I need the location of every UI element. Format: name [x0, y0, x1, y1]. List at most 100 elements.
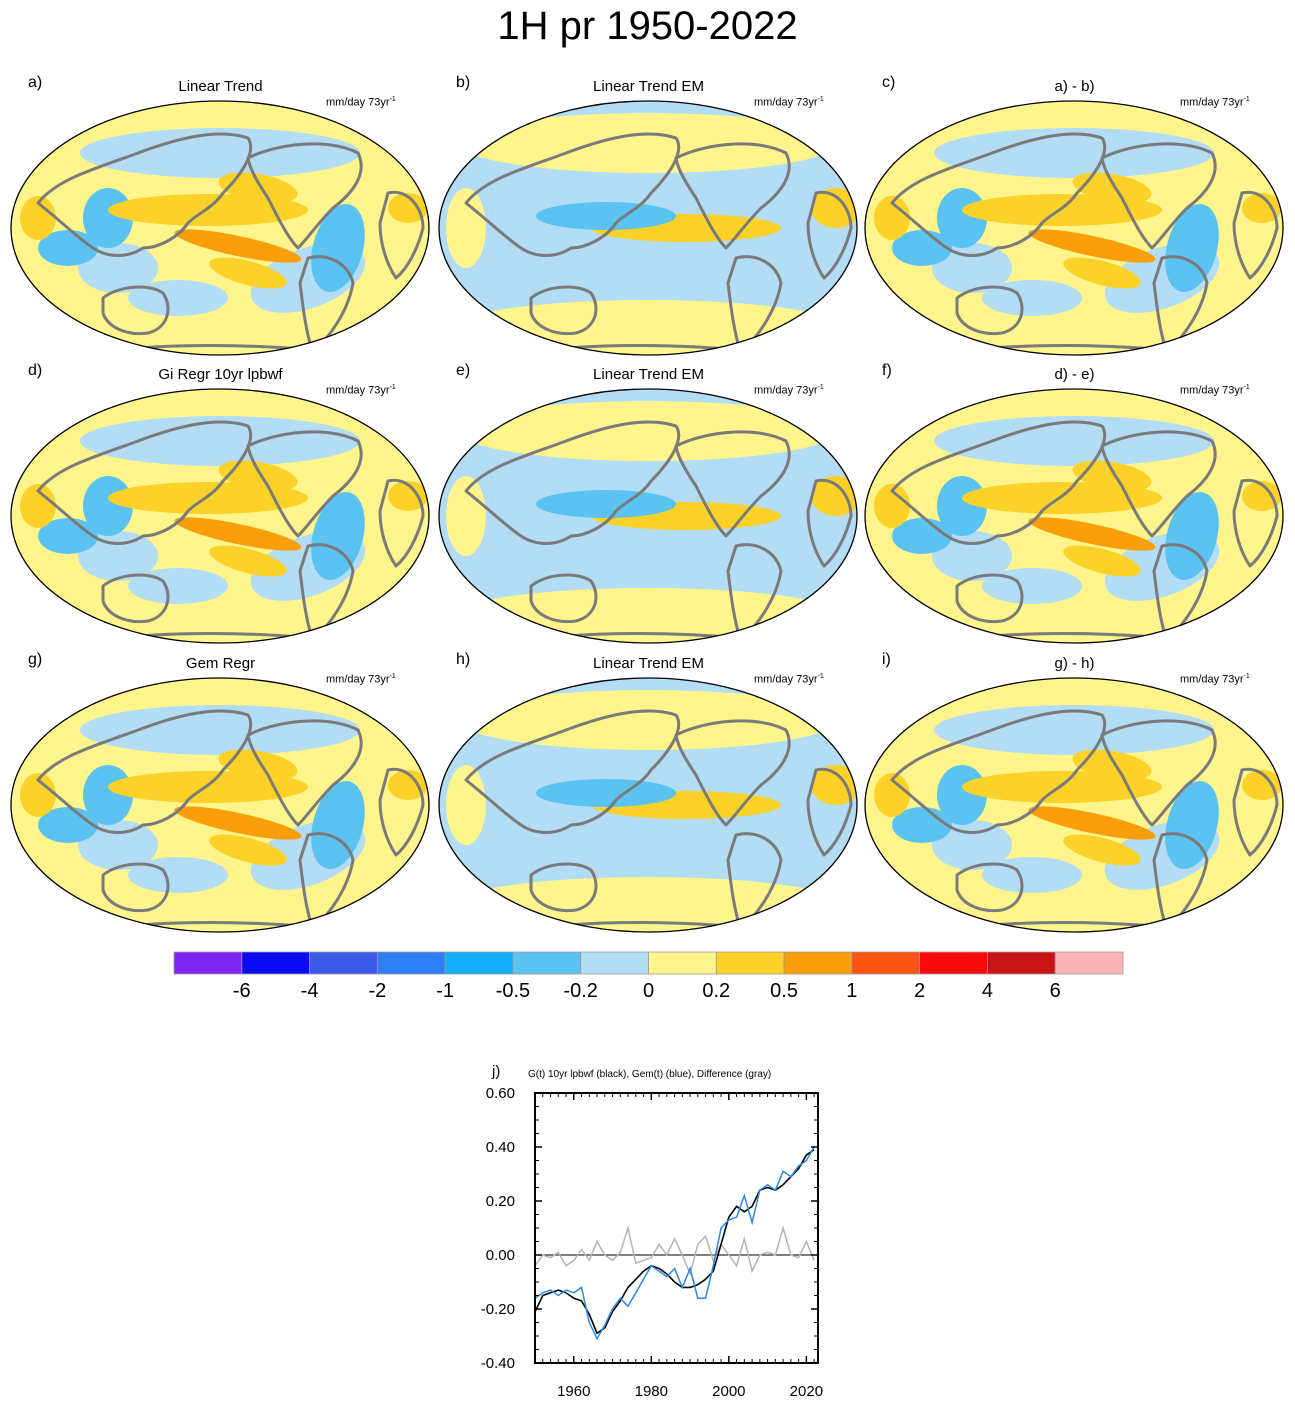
map-plot	[438, 677, 858, 933]
units-text: mm/day 73yr	[1180, 96, 1244, 109]
panel-title: Linear Trend	[178, 78, 263, 95]
panel-title: d) - e)	[1054, 366, 1095, 383]
x-tick-label: 1960	[557, 1383, 590, 1400]
panel-units: mm/day 73yr-1	[1180, 96, 1250, 109]
colorbar-tick-label: 6	[1049, 980, 1061, 1002]
x-tick-label: 2000	[712, 1383, 745, 1400]
panel-units: mm/day 73yr-1	[326, 673, 396, 686]
colorbar-tick-label: -1	[436, 980, 455, 1002]
units-exponent: -1	[389, 673, 396, 680]
timeseries-title: G(t) 10yr lpbwf (black), Gem(t) (blue), …	[528, 1069, 772, 1080]
colorbar-tick-label: 0.2	[702, 980, 731, 1002]
units-text: mm/day 73yr	[326, 673, 390, 686]
map-panel: g) Gem Regr mm/day 73yr-1	[8, 651, 433, 933]
units-text: mm/day 73yr	[1180, 673, 1244, 686]
y-tick-label: 0.20	[486, 1193, 515, 1210]
x-tick-label: 1980	[635, 1383, 668, 1400]
panel-letter: f)	[882, 362, 892, 379]
colorbar-swatch	[1054, 951, 1124, 975]
colorbar-tick-label: 4	[981, 980, 993, 1002]
map-plot	[438, 100, 858, 356]
panel-letter: b)	[456, 74, 471, 91]
map-plot	[10, 677, 430, 933]
colorbar-tick-label: 0	[642, 980, 655, 1002]
colorbar-swatch	[376, 951, 446, 975]
colorbar-swatch	[580, 951, 649, 975]
units-text: mm/day 73yr	[326, 96, 390, 109]
colorbar-tick-label: -0.5	[495, 980, 531, 1002]
map-panel: b) Linear Trend EM mm/day 73yr-1	[436, 74, 861, 356]
map-panel: i) g) - h) mm/day 73yr-1	[862, 651, 1287, 933]
panel-title: Gem Regr	[185, 655, 256, 672]
panel-units: mm/day 73yr-1	[326, 96, 396, 109]
panel-letter: e)	[456, 362, 471, 379]
map-plot	[10, 100, 430, 356]
units-exponent: -1	[1243, 384, 1250, 391]
y-tick-label: -0.40	[481, 1355, 515, 1372]
colorbar-tick-label: 2	[914, 980, 926, 1002]
colorbar-tick-label: -4	[300, 980, 319, 1002]
colorbar-tick-label: 1	[846, 980, 858, 1002]
colorbar-swatch	[241, 951, 310, 975]
figure-title: 1H pr 1950-2022	[497, 4, 798, 48]
panel-title: Linear Trend EM	[593, 366, 704, 383]
map-plot	[864, 388, 1284, 644]
y-tick-label: 0.40	[486, 1139, 515, 1156]
map-plot	[10, 388, 430, 644]
series-line-gray	[534, 1225, 815, 1277]
series-line-blue	[534, 1146, 815, 1341]
map-panel: c) a) - b) mm/day 73yr-1	[862, 74, 1287, 356]
panel-letter: i)	[882, 651, 891, 668]
colorbar-swatch	[173, 951, 243, 975]
panel-units: mm/day 73yr-1	[754, 96, 824, 109]
units-text: mm/day 73yr	[326, 384, 390, 397]
y-tick-label: 0.60	[486, 1085, 515, 1102]
units-exponent: -1	[817, 384, 824, 391]
units-exponent: -1	[817, 96, 824, 103]
panel-units: mm/day 73yr-1	[754, 384, 824, 397]
panel-letter: a)	[28, 74, 43, 91]
panel-letter: d)	[28, 362, 43, 379]
timeseries-chart: -0.40 -0.20 0.00 0.20 0.40 0.60 1960 1980 2000 20…	[481, 1085, 823, 1400]
panel-letter: g)	[28, 651, 43, 668]
colorbar-tick-label: 0.5	[770, 980, 798, 1002]
map-panel: a) Linear Trend mm/day 73yr-1	[8, 74, 433, 356]
y-tick-label: 0.00	[486, 1247, 515, 1264]
panel-title: a) - b)	[1054, 78, 1095, 95]
colorbar-swatch	[512, 951, 582, 975]
units-exponent: -1	[1243, 96, 1250, 103]
units-text: mm/day 73yr	[754, 673, 818, 686]
colorbar	[173, 951, 1124, 975]
series-line-black	[534, 1149, 815, 1335]
map-plot	[864, 100, 1284, 356]
map-plot	[438, 388, 858, 644]
colorbar-tick-label: -0.2	[563, 980, 598, 1002]
x-tick-label: 2020	[790, 1383, 823, 1400]
panel-title: g) - h)	[1054, 655, 1095, 672]
panel-units: mm/day 73yr-1	[1180, 384, 1250, 397]
colorbar-swatch	[851, 951, 921, 975]
units-text: mm/day 73yr	[1180, 384, 1244, 397]
units-exponent: -1	[389, 96, 396, 103]
timeseries-panel-letter: j)	[492, 1063, 501, 1080]
colorbar-swatch	[783, 951, 853, 975]
colorbar-swatch	[309, 951, 378, 975]
units-text: mm/day 73yr	[754, 96, 818, 109]
map-panel: e) Linear Trend EM mm/day 73yr-1	[436, 362, 861, 644]
units-exponent: -1	[389, 384, 396, 391]
map-panel: d) Gi Regr 10yr lpbwf mm/day 73yr-1	[8, 362, 433, 644]
panel-units: mm/day 73yr-1	[754, 673, 824, 686]
colorbar-swatch	[444, 951, 514, 975]
panel-title: Gi Regr 10yr lpbwf	[158, 366, 283, 383]
plot-frame	[534, 1092, 819, 1364]
map-plot	[864, 677, 1284, 933]
y-tick-label: -0.20	[481, 1301, 515, 1318]
units-text: mm/day 73yr	[754, 384, 818, 397]
colorbar-swatch	[919, 951, 988, 975]
panel-units: mm/day 73yr-1	[1180, 673, 1250, 686]
colorbar-tick-label: -6	[232, 980, 251, 1002]
panel-units: mm/day 73yr-1	[326, 384, 396, 397]
units-exponent: -1	[817, 673, 824, 680]
panel-title: Linear Trend EM	[593, 655, 704, 672]
panel-letter: c)	[882, 74, 896, 91]
